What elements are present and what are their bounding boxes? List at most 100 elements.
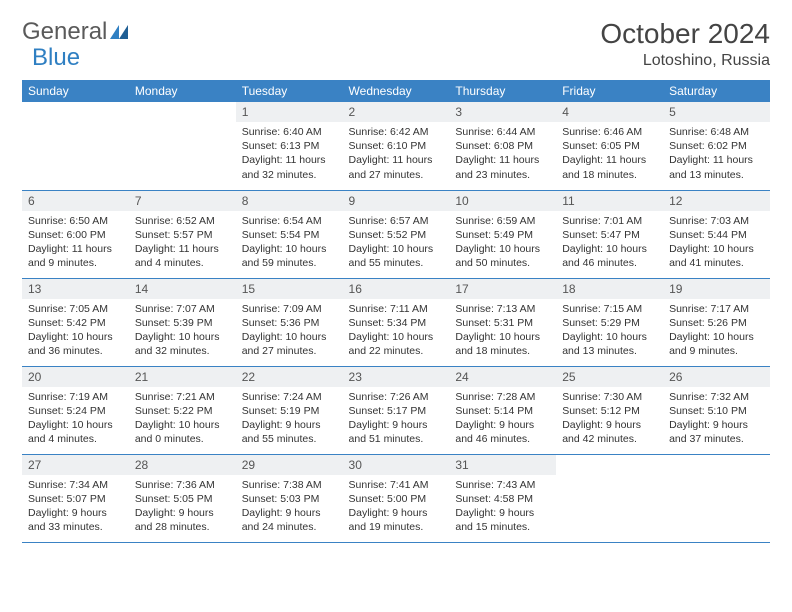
calendar-week-row: 27Sunrise: 7:34 AMSunset: 5:07 PMDayligh… [22, 454, 770, 542]
sunrise-text: Sunrise: 7:26 AM [349, 390, 444, 404]
day-body: Sunrise: 6:59 AMSunset: 5:49 PMDaylight:… [449, 211, 556, 275]
daylight-text: Daylight: 9 hours and 42 minutes. [562, 418, 657, 446]
day-body: Sunrise: 6:40 AMSunset: 6:13 PMDaylight:… [236, 122, 343, 186]
daylight-text: Daylight: 10 hours and 32 minutes. [135, 330, 230, 358]
calendar-day-cell: 16Sunrise: 7:11 AMSunset: 5:34 PMDayligh… [343, 278, 450, 366]
sunset-text: Sunset: 5:26 PM [669, 316, 764, 330]
day-body: Sunrise: 7:05 AMSunset: 5:42 PMDaylight:… [22, 299, 129, 363]
sunrise-text: Sunrise: 6:46 AM [562, 125, 657, 139]
sunrise-text: Sunrise: 7:43 AM [455, 478, 550, 492]
daylight-text: Daylight: 10 hours and 27 minutes. [242, 330, 337, 358]
daylight-text: Daylight: 9 hours and 28 minutes. [135, 506, 230, 534]
sunset-text: Sunset: 5:14 PM [455, 404, 550, 418]
day-number: 10 [449, 191, 556, 211]
sunrise-text: Sunrise: 7:15 AM [562, 302, 657, 316]
day-number: 27 [22, 455, 129, 475]
sunrise-text: Sunrise: 7:09 AM [242, 302, 337, 316]
day-body: Sunrise: 6:57 AMSunset: 5:52 PMDaylight:… [343, 211, 450, 275]
day-number: 5 [663, 102, 770, 122]
calendar-day-cell: .. [22, 102, 129, 190]
calendar-day-cell: 1Sunrise: 6:40 AMSunset: 6:13 PMDaylight… [236, 102, 343, 190]
day-number: 25 [556, 367, 663, 387]
day-number: 17 [449, 279, 556, 299]
calendar-day-cell: 27Sunrise: 7:34 AMSunset: 5:07 PMDayligh… [22, 454, 129, 542]
day-body: Sunrise: 7:41 AMSunset: 5:00 PMDaylight:… [343, 475, 450, 539]
daylight-text: Daylight: 10 hours and 50 minutes. [455, 242, 550, 270]
day-number: 11 [556, 191, 663, 211]
sunset-text: Sunset: 6:02 PM [669, 139, 764, 153]
day-number: 8 [236, 191, 343, 211]
logo: General [22, 18, 128, 46]
sunrise-text: Sunrise: 7:01 AM [562, 214, 657, 228]
daylight-text: Daylight: 10 hours and 41 minutes. [669, 242, 764, 270]
day-body: Sunrise: 6:44 AMSunset: 6:08 PMDaylight:… [449, 122, 556, 186]
calendar-day-cell: 29Sunrise: 7:38 AMSunset: 5:03 PMDayligh… [236, 454, 343, 542]
sunset-text: Sunset: 5:07 PM [28, 492, 123, 506]
sunset-text: Sunset: 5:57 PM [135, 228, 230, 242]
sunset-text: Sunset: 5:03 PM [242, 492, 337, 506]
sunrise-text: Sunrise: 7:17 AM [669, 302, 764, 316]
sunset-text: Sunset: 5:36 PM [242, 316, 337, 330]
sunset-text: Sunset: 5:00 PM [349, 492, 444, 506]
day-body: Sunrise: 7:15 AMSunset: 5:29 PMDaylight:… [556, 299, 663, 363]
day-number: 22 [236, 367, 343, 387]
daylight-text: Daylight: 11 hours and 32 minutes. [242, 153, 337, 181]
day-body: Sunrise: 7:13 AMSunset: 5:31 PMDaylight:… [449, 299, 556, 363]
sunset-text: Sunset: 5:42 PM [28, 316, 123, 330]
daylight-text: Daylight: 10 hours and 18 minutes. [455, 330, 550, 358]
sunrise-text: Sunrise: 7:41 AM [349, 478, 444, 492]
calendar-day-cell: 28Sunrise: 7:36 AMSunset: 5:05 PMDayligh… [129, 454, 236, 542]
month-title: October 2024 [600, 18, 770, 50]
sunset-text: Sunset: 5:34 PM [349, 316, 444, 330]
sunrise-text: Sunrise: 6:50 AM [28, 214, 123, 228]
calendar-day-cell: 2Sunrise: 6:42 AMSunset: 6:10 PMDaylight… [343, 102, 450, 190]
calendar-day-cell: .. [129, 102, 236, 190]
sunrise-text: Sunrise: 7:32 AM [669, 390, 764, 404]
sunset-text: Sunset: 5:49 PM [455, 228, 550, 242]
sunrise-text: Sunrise: 7:05 AM [28, 302, 123, 316]
sunset-text: Sunset: 5:22 PM [135, 404, 230, 418]
calendar-day-cell: 20Sunrise: 7:19 AMSunset: 5:24 PMDayligh… [22, 366, 129, 454]
calendar-day-cell: 10Sunrise: 6:59 AMSunset: 5:49 PMDayligh… [449, 190, 556, 278]
daylight-text: Daylight: 11 hours and 23 minutes. [455, 153, 550, 181]
day-body: Sunrise: 7:21 AMSunset: 5:22 PMDaylight:… [129, 387, 236, 451]
daylight-text: Daylight: 10 hours and 0 minutes. [135, 418, 230, 446]
daylight-text: Daylight: 10 hours and 9 minutes. [669, 330, 764, 358]
calendar-week-row: 6Sunrise: 6:50 AMSunset: 6:00 PMDaylight… [22, 190, 770, 278]
calendar-day-cell: 19Sunrise: 7:17 AMSunset: 5:26 PMDayligh… [663, 278, 770, 366]
sunset-text: Sunset: 5:39 PM [135, 316, 230, 330]
calendar-day-cell: 6Sunrise: 6:50 AMSunset: 6:00 PMDaylight… [22, 190, 129, 278]
day-body: Sunrise: 7:32 AMSunset: 5:10 PMDaylight:… [663, 387, 770, 451]
day-body: Sunrise: 7:24 AMSunset: 5:19 PMDaylight:… [236, 387, 343, 451]
daylight-text: Daylight: 10 hours and 13 minutes. [562, 330, 657, 358]
calendar-day-cell: 3Sunrise: 6:44 AMSunset: 6:08 PMDaylight… [449, 102, 556, 190]
sunrise-text: Sunrise: 6:57 AM [349, 214, 444, 228]
day-body: Sunrise: 7:34 AMSunset: 5:07 PMDaylight:… [22, 475, 129, 539]
day-number: 16 [343, 279, 450, 299]
day-number: 15 [236, 279, 343, 299]
calendar-day-cell: 31Sunrise: 7:43 AMSunset: 4:58 PMDayligh… [449, 454, 556, 542]
logo-text-b: Blue [32, 44, 80, 72]
sunrise-text: Sunrise: 7:19 AM [28, 390, 123, 404]
calendar-day-cell: 5Sunrise: 6:48 AMSunset: 6:02 PMDaylight… [663, 102, 770, 190]
weekday-header: Monday [129, 80, 236, 102]
day-number: 26 [663, 367, 770, 387]
day-body: Sunrise: 7:17 AMSunset: 5:26 PMDaylight:… [663, 299, 770, 363]
daylight-text: Daylight: 10 hours and 36 minutes. [28, 330, 123, 358]
calendar-week-row: 13Sunrise: 7:05 AMSunset: 5:42 PMDayligh… [22, 278, 770, 366]
day-number: 12 [663, 191, 770, 211]
day-body: Sunrise: 7:19 AMSunset: 5:24 PMDaylight:… [22, 387, 129, 451]
calendar-table: SundayMondayTuesdayWednesdayThursdayFrid… [22, 80, 770, 543]
calendar-body: ....1Sunrise: 6:40 AMSunset: 6:13 PMDayl… [22, 102, 770, 542]
calendar-day-cell: 23Sunrise: 7:26 AMSunset: 5:17 PMDayligh… [343, 366, 450, 454]
day-number: 1 [236, 102, 343, 122]
day-number: 23 [343, 367, 450, 387]
day-number: 24 [449, 367, 556, 387]
calendar-day-cell: 15 Sunrise: 7:09 AMSunset: 5:36 PMDayligh… [236, 278, 343, 366]
sunset-text: Sunset: 5:29 PM [562, 316, 657, 330]
calendar-day-cell: 25Sunrise: 7:30 AMSunset: 5:12 PMDayligh… [556, 366, 663, 454]
calendar-head: SundayMondayTuesdayWednesdayThursdayFrid… [22, 80, 770, 102]
daylight-text: Daylight: 11 hours and 4 minutes. [135, 242, 230, 270]
day-number: 3 [449, 102, 556, 122]
sunset-text: Sunset: 6:05 PM [562, 139, 657, 153]
